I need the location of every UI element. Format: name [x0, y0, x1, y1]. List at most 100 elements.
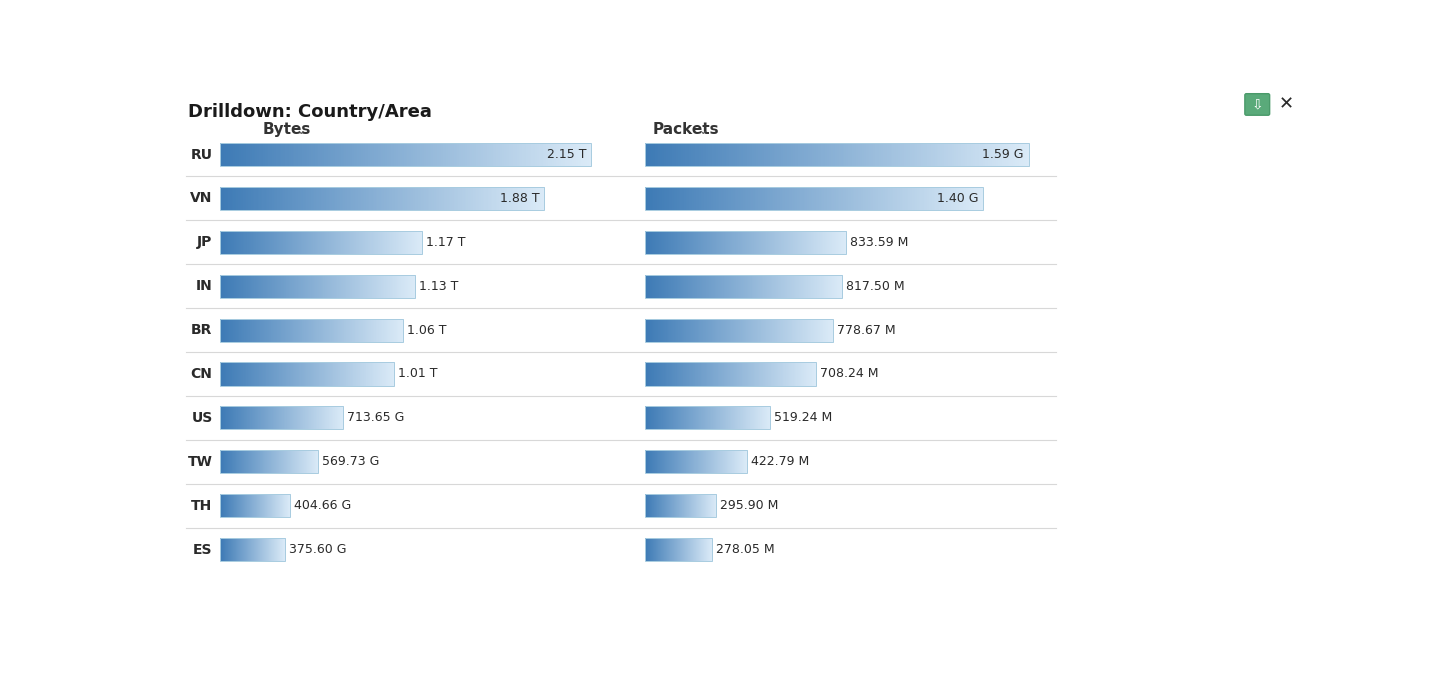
Bar [991, 143, 992, 166]
Bar [893, 187, 896, 210]
Bar [891, 187, 894, 210]
Bar [887, 143, 890, 166]
Bar [801, 275, 802, 298]
Bar [272, 143, 275, 166]
Bar [350, 187, 353, 210]
Bar [986, 143, 989, 166]
Bar [248, 363, 249, 386]
Bar [868, 187, 870, 210]
Bar [240, 363, 242, 386]
Bar [994, 143, 996, 166]
Bar [410, 275, 412, 298]
Bar [320, 363, 321, 386]
Bar [315, 275, 317, 298]
Bar [347, 187, 348, 210]
Bar [226, 319, 228, 342]
Bar [308, 187, 310, 210]
Bar [775, 143, 778, 166]
Bar [225, 231, 228, 254]
Bar [377, 231, 379, 254]
Bar [409, 231, 410, 254]
Bar [655, 231, 657, 254]
Bar [681, 363, 683, 386]
Bar [654, 363, 655, 386]
Bar [802, 231, 804, 254]
Bar [917, 187, 919, 210]
Bar [384, 231, 386, 254]
Bar [278, 231, 279, 254]
Bar [831, 275, 832, 298]
Bar [685, 319, 687, 342]
Bar [374, 319, 376, 342]
Bar [819, 319, 821, 342]
Bar [747, 363, 749, 386]
Bar [804, 363, 805, 386]
Bar [762, 363, 763, 386]
Bar [264, 363, 265, 386]
Bar [225, 363, 226, 386]
Bar [982, 143, 985, 166]
Bar [220, 494, 289, 517]
Bar [760, 231, 762, 254]
Bar [428, 143, 431, 166]
Bar [854, 187, 857, 210]
Bar [778, 275, 779, 298]
Bar [831, 319, 832, 342]
Bar [750, 319, 752, 342]
Bar [255, 319, 256, 342]
Bar [390, 187, 393, 210]
Bar [508, 187, 511, 210]
Bar [341, 231, 343, 254]
Bar [359, 363, 360, 386]
Bar [750, 275, 752, 298]
Bar [985, 143, 986, 166]
Bar [372, 363, 373, 386]
Bar [648, 363, 649, 386]
Bar [716, 231, 719, 254]
Bar [323, 275, 324, 298]
Bar [874, 187, 877, 210]
Bar [645, 187, 982, 210]
Bar [785, 363, 786, 386]
Bar [814, 231, 815, 254]
Bar [873, 143, 876, 166]
Bar [275, 231, 276, 254]
Bar [775, 363, 776, 386]
Bar [805, 275, 806, 298]
Bar [958, 187, 959, 210]
Bar [389, 319, 390, 342]
Bar [720, 187, 721, 210]
Bar [832, 143, 835, 166]
Bar [740, 319, 742, 342]
Bar [815, 275, 818, 298]
Bar [269, 231, 271, 254]
Bar [465, 187, 467, 210]
Bar [431, 187, 433, 210]
Bar [520, 143, 523, 166]
Bar [347, 319, 348, 342]
Bar [680, 231, 681, 254]
Bar [881, 143, 884, 166]
Bar [243, 319, 246, 342]
Bar [279, 275, 281, 298]
Bar [351, 187, 354, 210]
Bar [828, 319, 829, 342]
Bar [852, 187, 855, 210]
Bar [360, 231, 361, 254]
Bar [769, 275, 770, 298]
Bar [377, 143, 380, 166]
Bar [697, 231, 698, 254]
Bar [739, 143, 742, 166]
Bar [222, 319, 223, 342]
Bar [249, 275, 251, 298]
Bar [815, 143, 818, 166]
Bar [809, 231, 812, 254]
Bar [402, 231, 403, 254]
Bar [392, 319, 393, 342]
Bar [518, 143, 521, 166]
Bar [321, 275, 323, 298]
Bar [357, 275, 359, 298]
Bar [295, 363, 297, 386]
Bar [389, 143, 392, 166]
Bar [420, 231, 422, 254]
